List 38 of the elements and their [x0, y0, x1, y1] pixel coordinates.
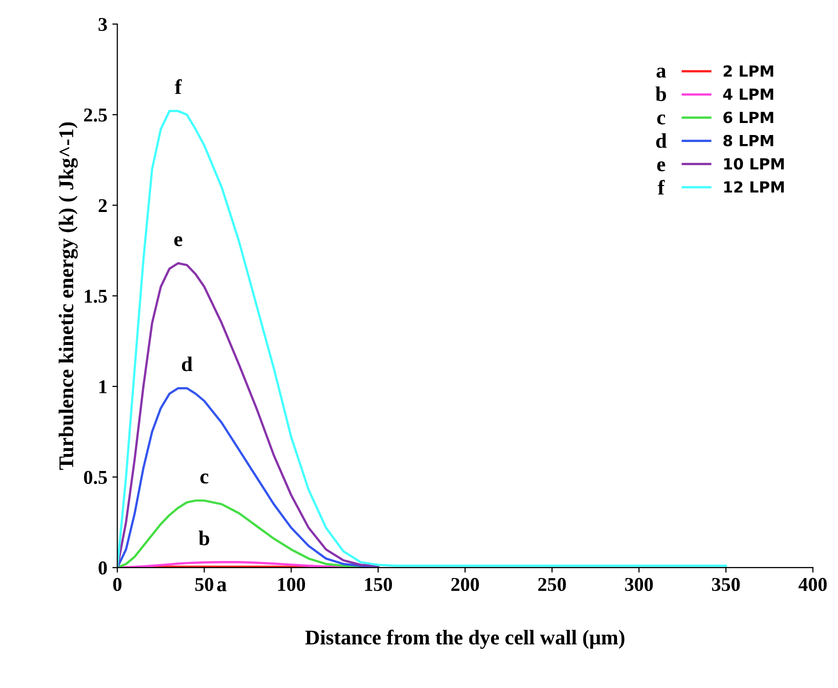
text: f — [658, 180, 665, 195]
x-tick-label: 400 — [798, 578, 827, 592]
y-tick-label: 1.5 — [84, 290, 107, 303]
y-tick-label: 1 — [99, 380, 107, 394]
x-tick-label: 300 — [625, 578, 653, 592]
y-tick-label: 3 — [98, 18, 107, 32]
text: a — [656, 68, 666, 78]
y-tick-label: 2.5 — [84, 108, 107, 122]
x-tick-label: 50 — [195, 578, 214, 592]
legend-label: 10 LPM — [724, 158, 784, 170]
y-tick-label: 0 — [98, 561, 107, 575]
legend-label: 2 LPM — [724, 65, 774, 77]
text: d — [656, 133, 667, 148]
x-tick-label: 100 — [278, 578, 306, 592]
y-axis-title: Turbulence kinetic energy (k) ( Jkg^-1) — [58, 122, 78, 470]
y-tick-label: 2 — [98, 199, 107, 212]
x-tick-label: 350 — [712, 578, 740, 592]
x-axis-title: Distance from the dye cell wall (μm) — [305, 630, 624, 649]
annotation: e — [174, 236, 182, 246]
text: b — [656, 86, 666, 102]
line-series — [117, 262, 380, 568]
y-tick-label: 0.5 — [84, 470, 107, 484]
annotation: a — [217, 581, 227, 592]
x-tick-label: 250 — [538, 578, 566, 592]
line-series — [117, 499, 380, 568]
text: c — [657, 114, 666, 125]
x-tick-label: 150 — [365, 578, 392, 592]
annotation: b — [198, 530, 210, 546]
legend-label: 12 LPM — [724, 181, 784, 193]
annotation: c — [200, 474, 208, 484]
legend-label: 6 LPM — [723, 112, 774, 124]
x-tick-label: 200 — [451, 578, 479, 592]
text: e — [657, 161, 666, 172]
legend-label: 8 LPM — [723, 134, 774, 146]
x-tick-label: 0 — [113, 578, 122, 592]
annotation: f — [174, 79, 182, 94]
annotation: d — [182, 356, 192, 372]
legend-label: 4 LPM — [723, 88, 774, 100]
